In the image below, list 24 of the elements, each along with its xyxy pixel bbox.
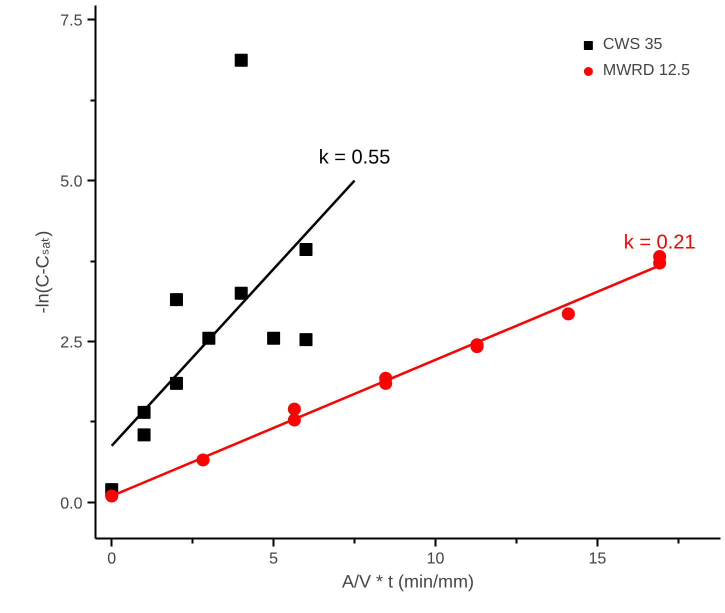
y-tick-label: 0.0 [60, 495, 83, 512]
point [170, 293, 183, 306]
x-tick-label: 5 [269, 550, 278, 568]
x-tick-label: 10 [426, 550, 445, 568]
point [170, 376, 183, 390]
point [234, 286, 248, 300]
point [288, 402, 301, 416]
y-tick-label: 2.5 [60, 334, 83, 352]
annotation: k = 0.55 [318, 146, 390, 169]
y-tick-label: 7.5 [60, 12, 83, 30]
legend-label: MWRD 12.5 [602, 62, 690, 80]
legend-label: CWS 35 [602, 36, 662, 54]
point [562, 307, 575, 320]
x-tick-label: 15 [588, 550, 606, 568]
x-axis-title: A/V * t (min/mm) [342, 572, 474, 592]
x-tick-label: 0 [107, 550, 116, 568]
point [267, 332, 280, 345]
annotation: k = 0.21 [624, 232, 696, 254]
point [299, 242, 312, 256]
point [138, 428, 151, 442]
point [299, 333, 312, 346]
y-axis-title: -ln(C-Cₛₐₜ) [32, 230, 52, 314]
point [234, 54, 248, 67]
y-tick-label: 5.0 [60, 174, 83, 191]
